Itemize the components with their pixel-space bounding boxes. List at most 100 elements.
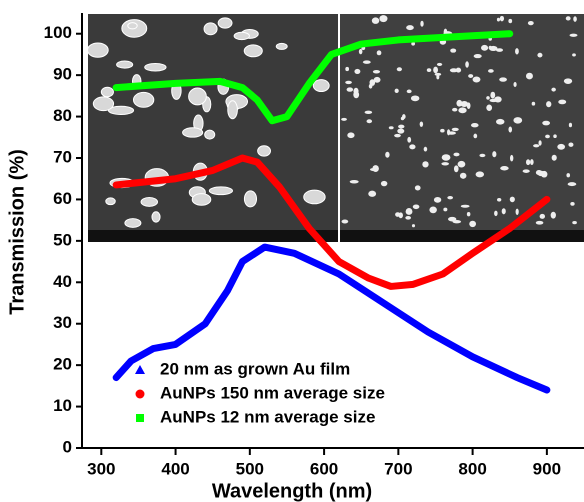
particle — [341, 117, 347, 121]
particle — [472, 76, 481, 83]
particle — [486, 96, 490, 100]
particle — [568, 142, 574, 147]
x-tick-label: 600 — [310, 459, 338, 478]
particle — [233, 31, 250, 41]
particle — [140, 196, 159, 207]
y-tick-label: 40 — [53, 272, 72, 291]
particle — [557, 143, 566, 150]
y-tick-label: 50 — [53, 230, 72, 249]
sem-image-right — [340, 14, 584, 242]
particle — [423, 146, 428, 152]
particle — [400, 116, 405, 121]
particle — [217, 17, 233, 29]
particle — [86, 42, 109, 58]
particle — [525, 72, 533, 80]
particle — [372, 165, 379, 173]
particle — [144, 62, 167, 72]
particle — [188, 87, 207, 106]
particle — [499, 15, 505, 22]
particle — [452, 219, 462, 224]
particle — [452, 107, 458, 112]
sem-info-bar — [340, 230, 584, 242]
particle — [531, 101, 536, 106]
particle — [537, 52, 543, 58]
particle — [303, 189, 326, 205]
particle — [551, 154, 557, 161]
particle — [433, 196, 442, 203]
series-line — [112, 243, 551, 394]
y-tick-label: 60 — [53, 189, 72, 208]
particle — [455, 67, 462, 73]
particle — [500, 166, 509, 171]
particle — [570, 201, 575, 206]
particle — [497, 197, 502, 202]
x-tick-label: 400 — [161, 459, 189, 478]
particle — [257, 145, 271, 157]
sem-info-bar — [88, 230, 338, 242]
particle — [537, 170, 545, 177]
particle — [453, 152, 460, 157]
particle — [458, 107, 467, 114]
particle — [496, 118, 505, 125]
particle — [558, 99, 567, 105]
y-tick-label: 20 — [53, 355, 72, 374]
particle — [470, 123, 479, 128]
x-tick-label: 700 — [384, 459, 412, 478]
particle — [479, 153, 486, 158]
y-tick-label: 80 — [53, 106, 72, 125]
particle — [191, 193, 212, 206]
particle — [420, 20, 424, 27]
particle — [456, 99, 463, 107]
particle — [371, 17, 380, 24]
particle — [453, 165, 459, 173]
particle — [227, 100, 238, 120]
particle — [419, 121, 424, 127]
x-tick-label: 800 — [458, 459, 486, 478]
particle — [373, 76, 381, 83]
y-axis-title: Transmission (%) — [6, 149, 28, 315]
y-tick-label: 90 — [53, 65, 72, 84]
particle — [447, 196, 454, 200]
particle — [124, 218, 142, 228]
particle — [488, 69, 494, 73]
particle — [345, 66, 350, 72]
particle — [508, 126, 513, 133]
particle — [436, 74, 440, 80]
particle — [550, 211, 556, 219]
particle — [457, 160, 466, 168]
particle — [388, 126, 394, 130]
particle — [459, 172, 467, 179]
legend-marker — [136, 414, 144, 422]
particle — [182, 127, 204, 138]
particle — [545, 134, 550, 139]
particle — [495, 48, 504, 52]
x-axis-title: Wavelength (nm) — [212, 480, 372, 502]
particle — [481, 44, 489, 51]
x-tick-label: 900 — [533, 459, 561, 478]
particle — [494, 210, 498, 217]
particle — [358, 48, 363, 55]
particle — [496, 17, 500, 22]
particle — [426, 68, 432, 72]
particle — [538, 140, 542, 146]
particle — [440, 128, 445, 133]
particle — [204, 129, 216, 140]
legend-label: AuNPs 12 nm average size — [160, 407, 375, 426]
particle — [346, 87, 354, 92]
particle — [490, 91, 496, 99]
particle — [492, 151, 497, 158]
particle — [499, 77, 507, 82]
particle — [468, 74, 474, 78]
particle — [572, 220, 577, 225]
particle — [349, 180, 359, 184]
particle — [243, 44, 263, 58]
particle — [515, 48, 519, 55]
particle — [460, 100, 469, 108]
particle — [515, 208, 519, 215]
particle — [509, 196, 515, 203]
particle — [105, 197, 116, 206]
particle — [527, 21, 534, 26]
particle — [566, 173, 571, 178]
particle — [405, 215, 411, 220]
